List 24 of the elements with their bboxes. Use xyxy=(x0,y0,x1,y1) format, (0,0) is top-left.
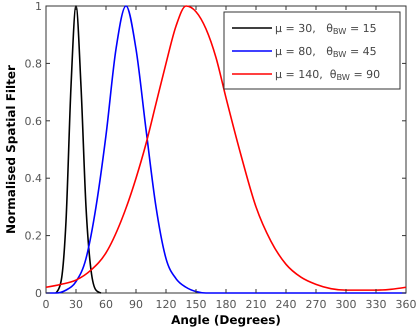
x-tick-label: 300 xyxy=(336,298,356,311)
x-axis-title: Angle (Degrees) xyxy=(171,313,281,327)
x-tick-label: 360 xyxy=(396,298,416,311)
x-tick-label: 240 xyxy=(276,298,296,311)
y-tick-label: 0.4 xyxy=(24,172,42,186)
y-tick-label: 0.8 xyxy=(24,57,42,70)
x-tick-label: 150 xyxy=(186,298,206,311)
y-tick-label: 0.6 xyxy=(24,114,42,128)
x-tick-label: 60 xyxy=(99,298,113,311)
x-tick-label: 30 xyxy=(69,298,83,311)
x-tick-label: 90 xyxy=(129,298,143,311)
y-tick-label: 1 xyxy=(35,0,42,13)
y-tick-label: 0 xyxy=(35,287,42,300)
legend-label: μ = 30, θ$_{BW}$ = 15 xyxy=(275,22,377,36)
legend-label: μ = 140, θ$_{BW}$ = 90 xyxy=(275,68,380,82)
y-tick-label: 0.2 xyxy=(24,230,42,243)
x-tick-label: 210 xyxy=(246,298,266,311)
x-tick-label: 330 xyxy=(366,298,386,311)
legend-label: μ = 80, θ$_{BW}$ = 45 xyxy=(275,45,377,60)
y-axis-title: Normalised Spatial Filter xyxy=(4,64,18,234)
x-tick-label: 270 xyxy=(306,298,326,311)
line-series xyxy=(55,5,102,294)
x-tick-label: 120 xyxy=(156,298,176,311)
x-tick-label: 180 xyxy=(216,298,236,311)
